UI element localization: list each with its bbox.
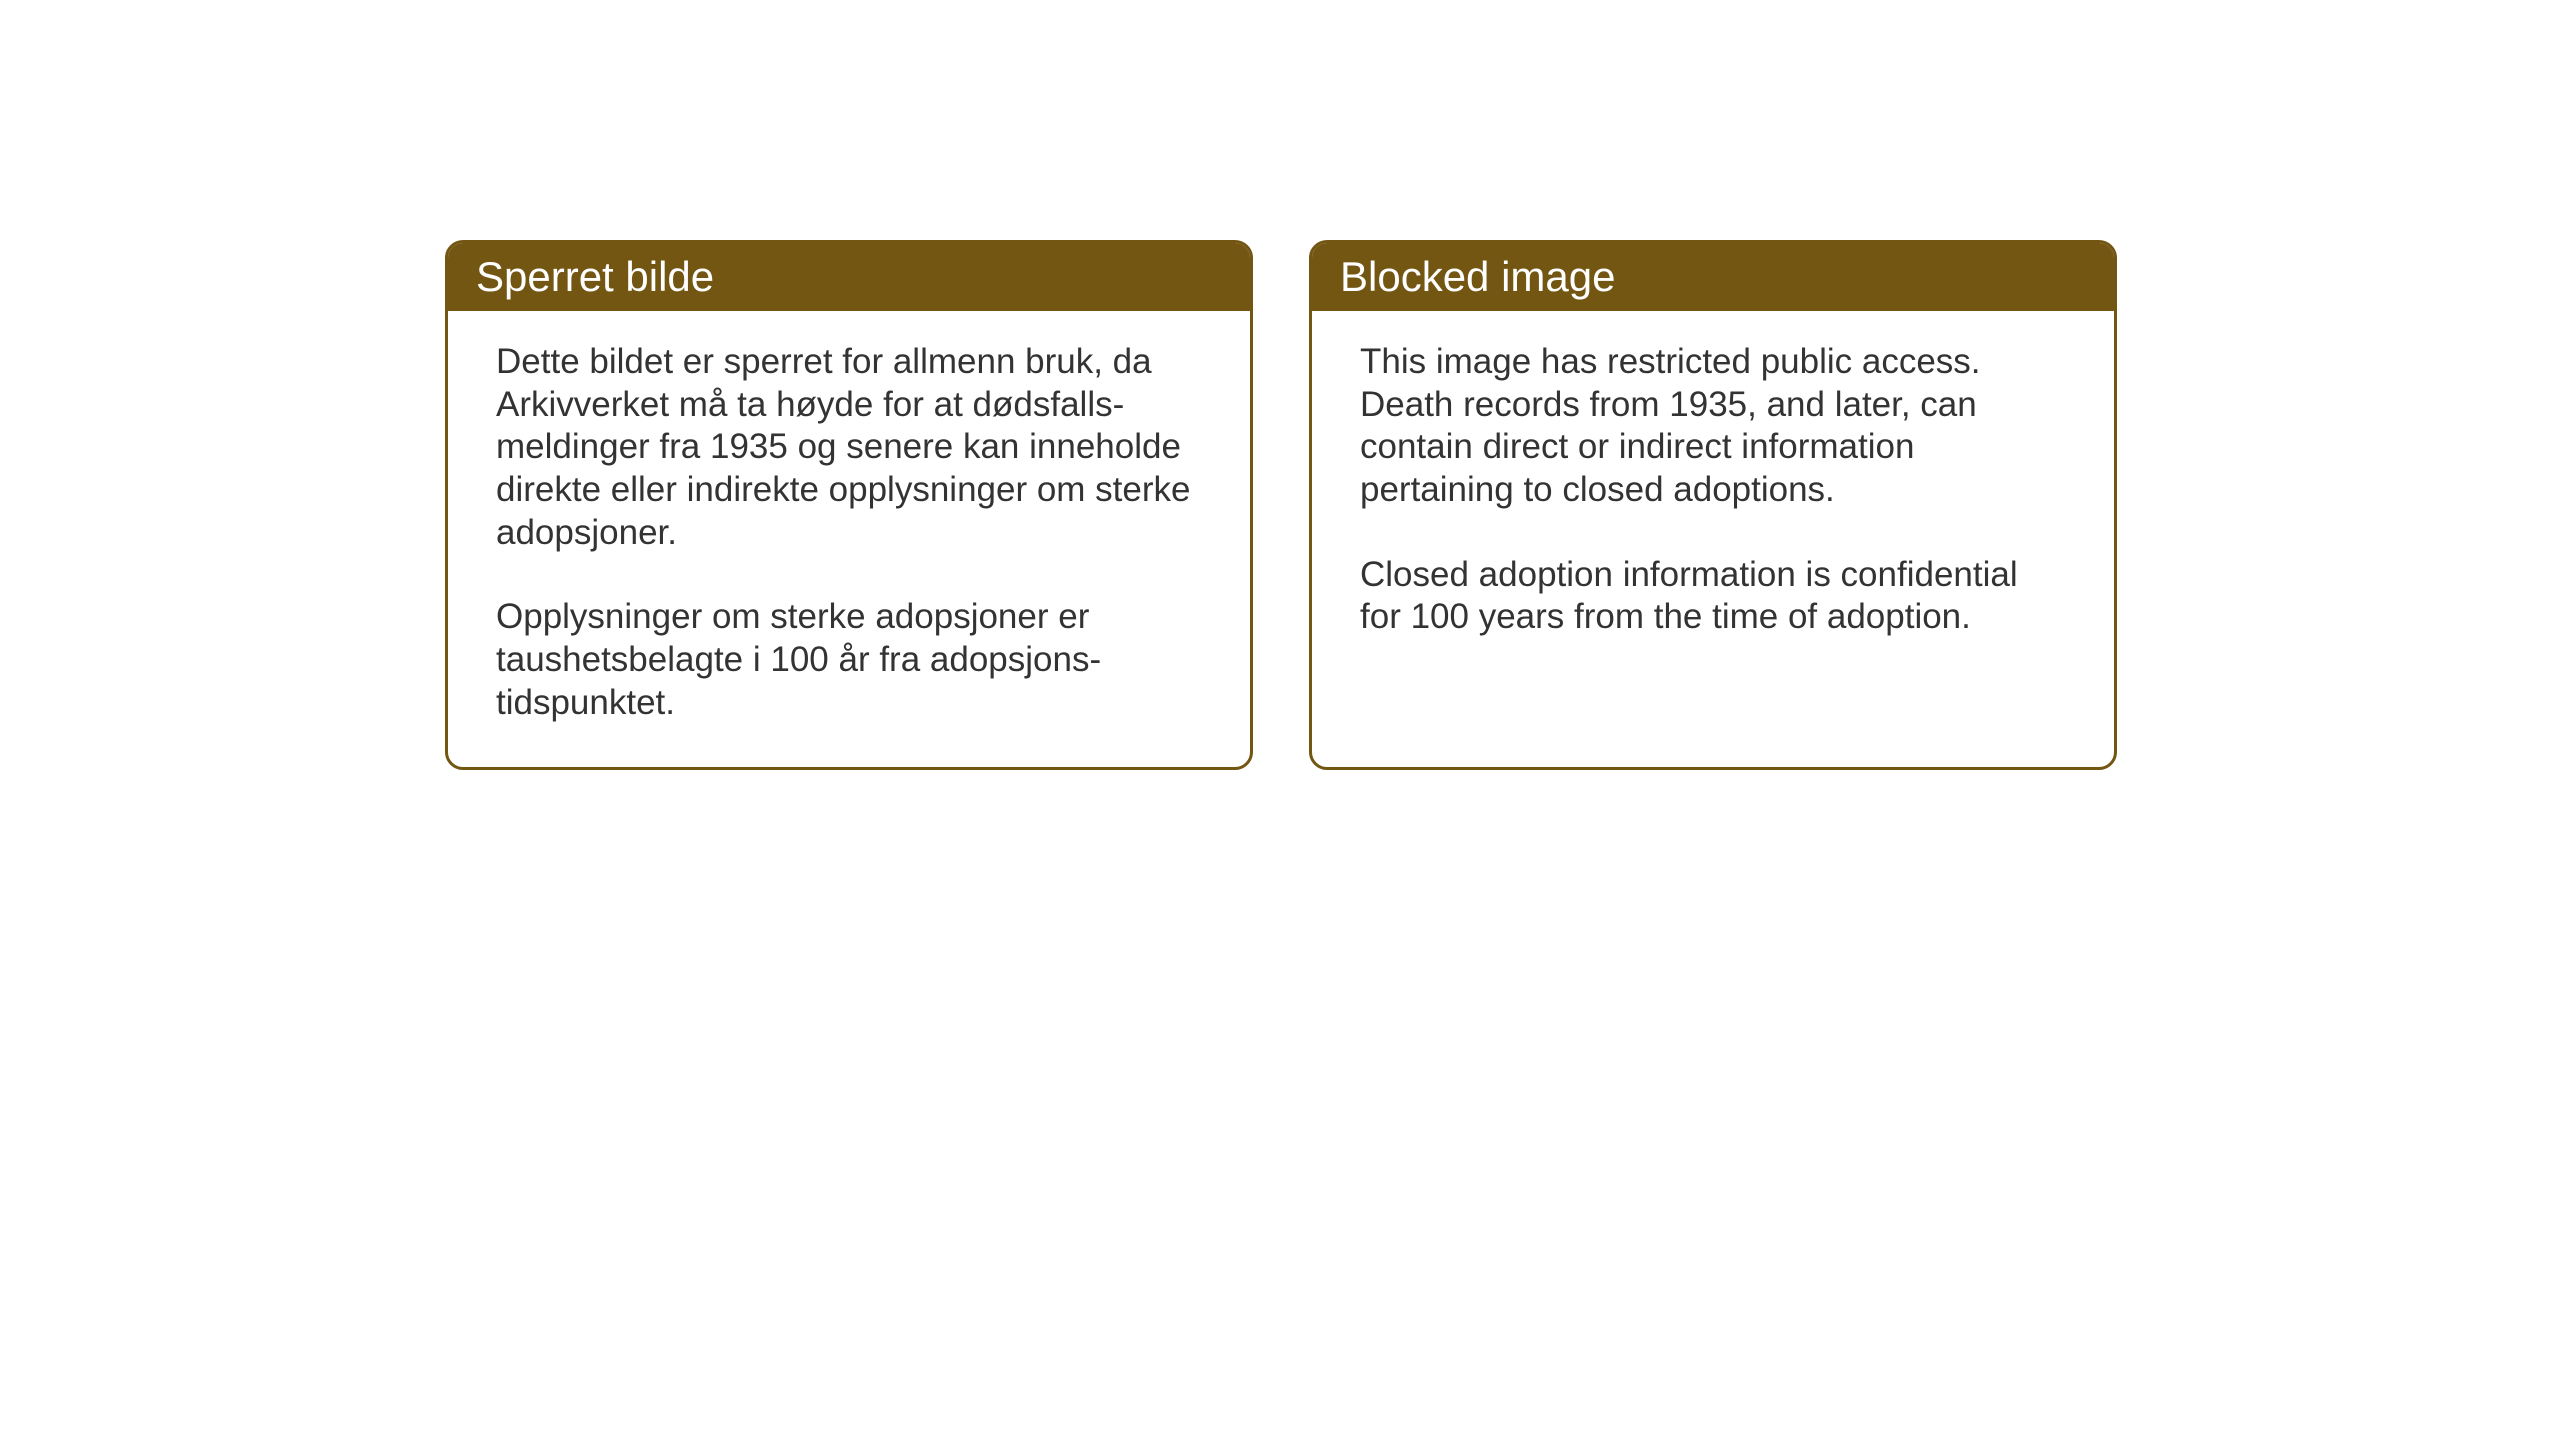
card-body-norwegian: Dette bildet er sperret for allmenn bruk…: [448, 311, 1250, 767]
card-header-english: Blocked image: [1312, 243, 2114, 311]
card-paragraph-2-norwegian: Opplysninger om sterke adopsjoner er tau…: [496, 596, 1202, 724]
card-title-norwegian: Sperret bilde: [476, 253, 714, 300]
card-header-norwegian: Sperret bilde: [448, 243, 1250, 311]
card-paragraph-2-english: Closed adoption information is confident…: [1360, 554, 2066, 639]
card-body-english: This image has restricted public access.…: [1312, 311, 2114, 681]
card-paragraph-1-norwegian: Dette bildet er sperret for allmenn bruk…: [496, 341, 1202, 554]
card-english: Blocked image This image has restricted …: [1309, 240, 2117, 770]
card-norwegian: Sperret bilde Dette bildet er sperret fo…: [445, 240, 1253, 770]
cards-container: Sperret bilde Dette bildet er sperret fo…: [445, 240, 2117, 770]
card-title-english: Blocked image: [1340, 253, 1615, 300]
card-paragraph-1-english: This image has restricted public access.…: [1360, 341, 2066, 512]
